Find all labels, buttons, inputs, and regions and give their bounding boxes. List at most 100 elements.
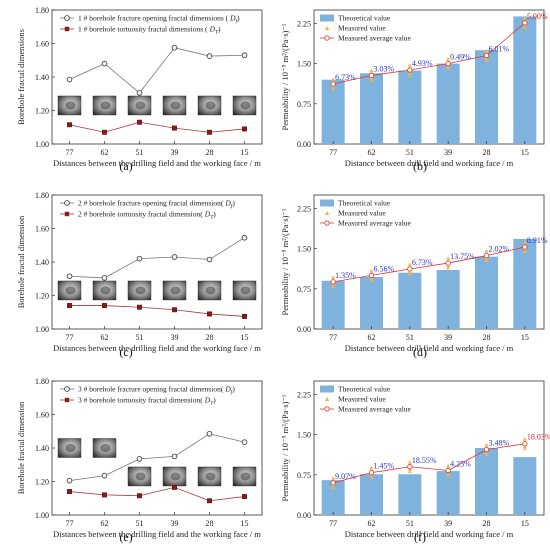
relative-error-label: 8.91%: [527, 236, 548, 245]
relative-error-label: 2.02%: [489, 245, 510, 254]
measured-value-marker: [445, 256, 451, 260]
panel-label: (d): [413, 345, 427, 359]
relative-error-label: 6.56%: [374, 264, 395, 273]
legend-average-marker: [324, 406, 330, 412]
legend-entry: Measured average value: [338, 405, 412, 414]
measured-average-point: [445, 60, 451, 67]
legend-subscript: f: [236, 18, 239, 25]
x-tick-label: 77: [66, 148, 74, 157]
legend-subscript: T: [215, 30, 219, 36]
panel-label: (b): [413, 159, 427, 173]
y-tick-label: 1.20: [35, 107, 49, 116]
x-tick-label: 39: [171, 148, 179, 157]
measured-value-marker: [407, 262, 413, 266]
relative-error-label: 6.73%: [335, 73, 356, 82]
x-tick-label: 15: [521, 519, 529, 528]
x-tick-label: 28: [483, 148, 491, 157]
x-tick-label: 39: [171, 333, 179, 342]
measured-average-point: [368, 470, 375, 476]
measured-value-marker: [369, 268, 374, 273]
legend-entry: 3 # borehole fracture opening fractal di…: [78, 385, 235, 396]
legend-close: ): [218, 25, 221, 34]
y-tick-label: 1.60: [35, 411, 49, 420]
data-point-square: [102, 492, 107, 498]
bar-theoretical: [513, 457, 537, 515]
y-tick-label: 1.00: [35, 325, 49, 334]
bar-theoretical: [475, 256, 498, 329]
legend-text: 1 # borehole fracture opening fractal di…: [78, 14, 229, 23]
panel-c-borehole-hole: [205, 286, 216, 295]
measured-value-marker: [522, 25, 528, 30]
bar-theoretical: [321, 280, 345, 329]
legend-close: ): [237, 14, 240, 23]
relative-error-label: 9.07%: [335, 472, 356, 481]
y-tick-label: 0.00: [297, 511, 311, 520]
bar-theoretical: [436, 63, 460, 144]
legend-text: 3 # borehole fracture opening fractal di…: [78, 385, 224, 394]
y-axis-title: Permeability / 10⁻⁵ m²/(Pa·s)⁻¹: [280, 23, 290, 130]
series-line-2: [69, 121, 245, 133]
measured-value-marker: [445, 265, 451, 270]
data-point-square: [102, 129, 107, 135]
data-point-square: [67, 489, 72, 495]
data-point-square: [207, 129, 212, 135]
bar-theoretical: [398, 272, 422, 329]
data-point-circle: [101, 472, 108, 479]
data-point-circle: [171, 44, 178, 51]
panel-c: 1.00 1.20 1.40 1.60 1.80 77 62 51 39 28 15Distance…: [16, 191, 263, 359]
legend-entry: Measured average value: [338, 34, 412, 43]
measured-value-marker: [369, 465, 374, 470]
measured-average-point: [445, 260, 451, 266]
data-point-square: [242, 313, 247, 319]
legend-bar-swatch: [320, 14, 334, 22]
data-point-circle: [206, 53, 213, 59]
measured-value-marker: [484, 248, 489, 253]
x-tick-label: 62: [368, 148, 376, 157]
measured-value-marker: [445, 66, 451, 71]
bar-theoretical: [321, 480, 345, 515]
bar-theoretical: [513, 238, 537, 329]
panel-a-borehole-hole: [240, 101, 251, 110]
series-line-1: [69, 433, 245, 482]
legend-close: ): [232, 199, 235, 208]
data-point-circle: [136, 90, 143, 96]
data-point-square: [67, 122, 72, 128]
measured-value-marker: [522, 446, 528, 451]
bar-theoretical: [321, 79, 345, 144]
panel-c-borehole-hole: [100, 286, 111, 295]
legend-marker-circle: [64, 15, 70, 21]
legend-entry: 2 # borehole tortuosity fractal dimensio…: [78, 210, 216, 221]
measured-average-point: [368, 272, 375, 278]
relative-error-label: 3.48%: [489, 439, 510, 448]
legend-average-marker: [324, 35, 330, 41]
data-point-circle: [101, 60, 108, 67]
measured-value-marker: [522, 16, 528, 20]
data-point-circle: [66, 76, 73, 83]
measured-value-marker: [522, 436, 528, 441]
panel-a-borehole-hole: [135, 101, 146, 110]
panel-a-borehole-hole: [205, 101, 216, 110]
data-point-square: [172, 484, 177, 490]
y-tick-label: 2.25: [297, 390, 311, 399]
measured-value-marker: [407, 469, 413, 474]
relative-error-label: 18.03%: [527, 433, 550, 442]
data-point-circle: [66, 273, 73, 280]
measured-average-point: [522, 20, 528, 26]
panel-label: (a): [119, 159, 132, 173]
x-tick-label: 77: [329, 148, 337, 157]
y-axis-title: Borehole fractal dimension: [16, 215, 26, 308]
y-tick-label: 2.25: [297, 19, 311, 28]
measured-average-line: [333, 246, 525, 283]
series-line-2: [69, 305, 245, 317]
panel-f-plot-frame: [313, 380, 545, 516]
legend-close: ): [232, 385, 235, 394]
legend-entry: 3 # borehole tortuosity fractal dimensio…: [78, 396, 216, 407]
x-tick-label: 51: [136, 148, 144, 157]
data-point-circle: [206, 256, 213, 263]
bar-theoretical: [513, 16, 537, 144]
x-tick-label: 15: [241, 333, 249, 342]
panel-e-borehole-hole: [240, 472, 251, 481]
panel-d-plot-frame: [313, 194, 545, 330]
panel-b: 6.73% 3.03% 4.93% 0.49% 6.01% 5.00% 0.00 0.75 1.…: [280, 9, 548, 173]
